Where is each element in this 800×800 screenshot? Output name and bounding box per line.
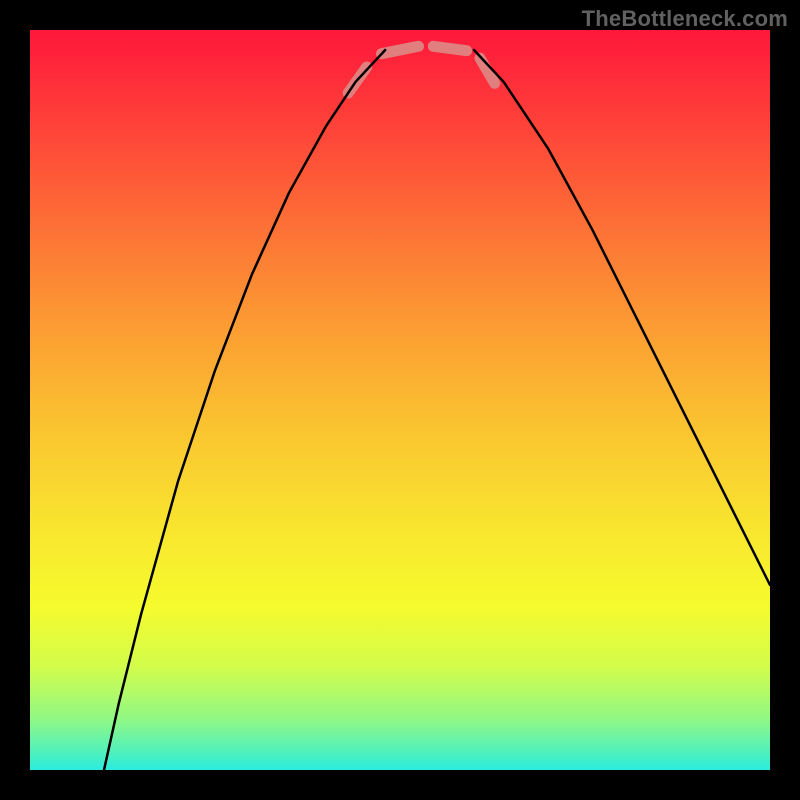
gradient-background	[30, 30, 770, 770]
plot-area	[30, 30, 770, 770]
watermark-text: TheBottleneck.com	[582, 6, 788, 32]
chart-stage: TheBottleneck.com	[0, 0, 800, 800]
